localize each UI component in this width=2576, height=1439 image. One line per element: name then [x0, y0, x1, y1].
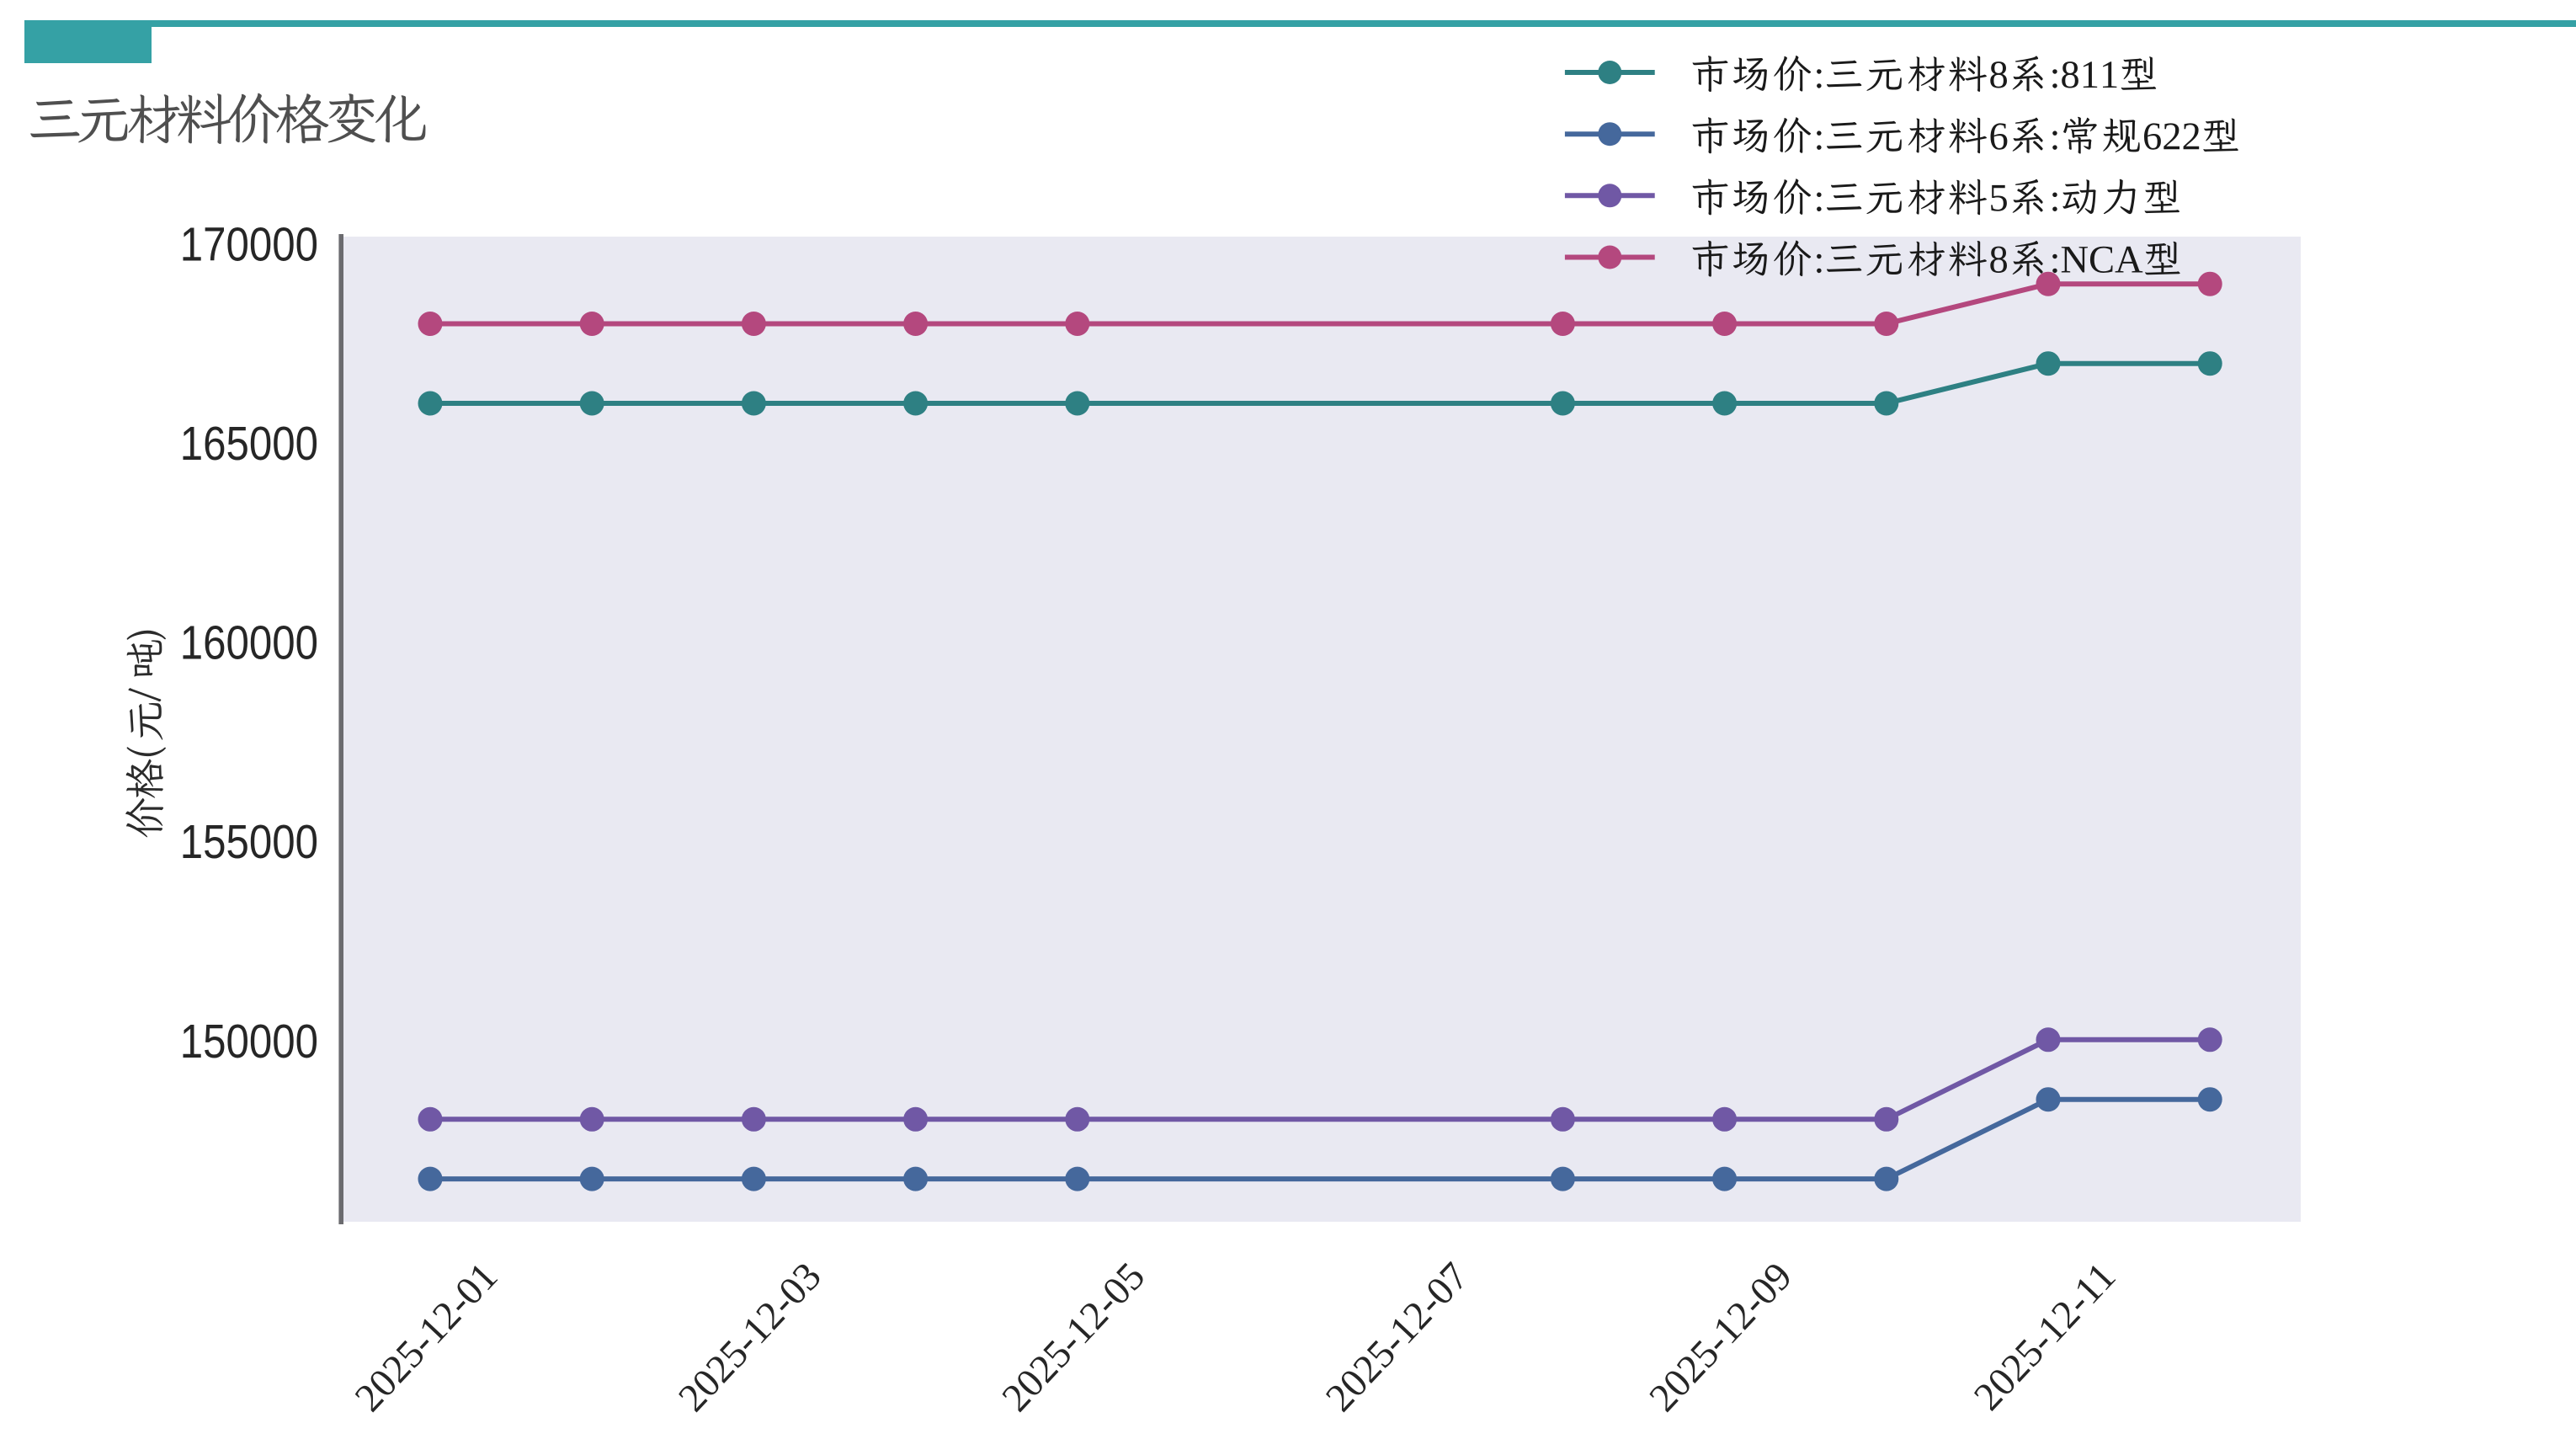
svg-text:2025-12-09: 2025-12-09: [1641, 1255, 1801, 1420]
svg-text:2025-12-03: 2025-12-03: [670, 1255, 830, 1420]
svg-text:160000: 160000: [180, 617, 318, 670]
svg-text:2025-12-11: 2025-12-11: [1966, 1255, 2124, 1419]
svg-text:150000: 150000: [180, 1015, 318, 1069]
svg-text:155000: 155000: [180, 816, 318, 869]
svg-text:170000: 170000: [180, 218, 318, 271]
svg-text:2025-12-01: 2025-12-01: [347, 1255, 507, 1420]
svg-text:2025-12-07: 2025-12-07: [1317, 1255, 1477, 1420]
svg-text:2025-12-05: 2025-12-05: [994, 1255, 1154, 1420]
svg-text:165000: 165000: [180, 418, 318, 471]
